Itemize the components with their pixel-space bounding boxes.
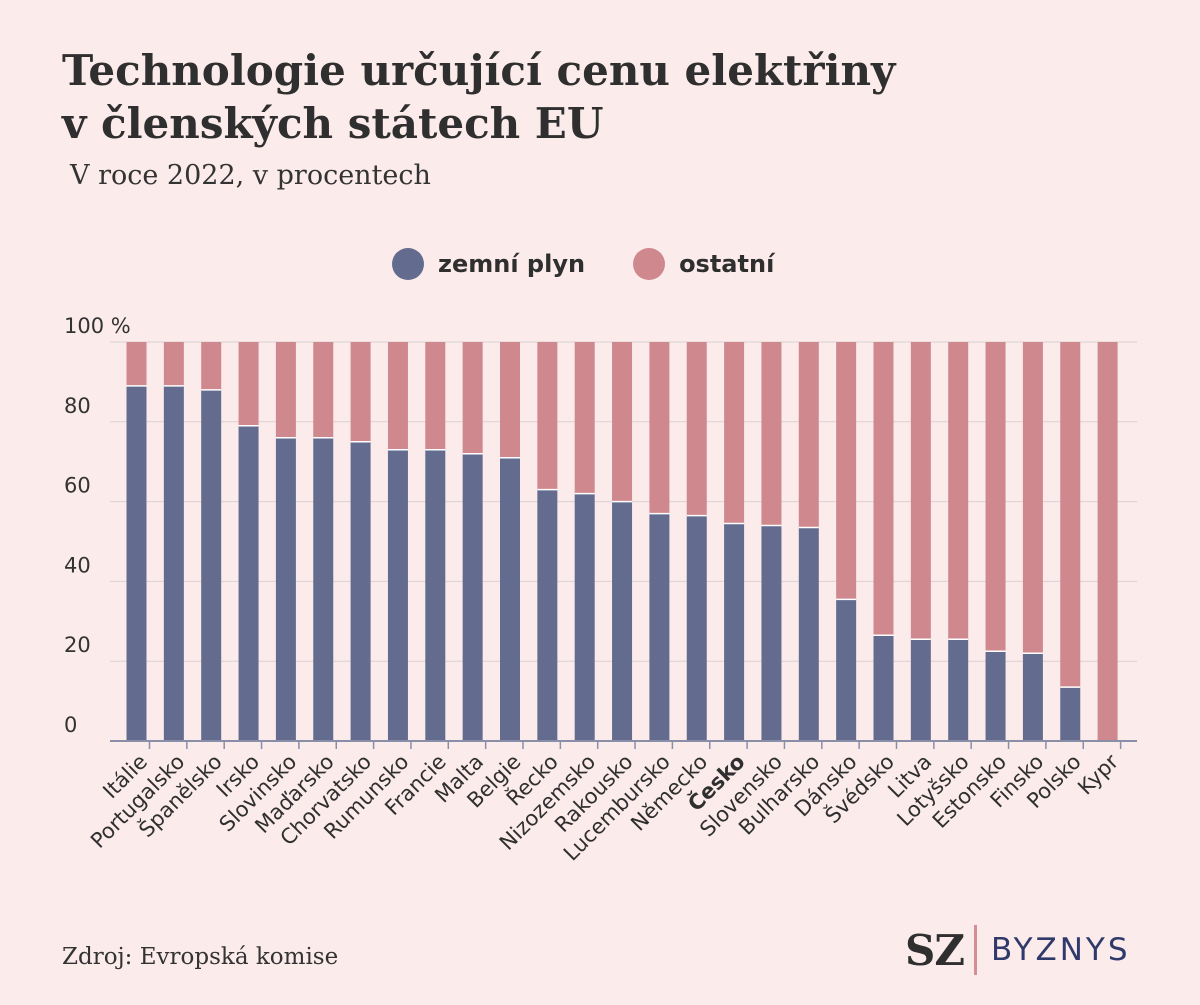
bar-zemni-plyn-4 [275, 437, 296, 741]
bar-ostatni-15 [686, 342, 707, 516]
x-tick-label: Kypr [1073, 749, 1123, 799]
bar-ostatni-26 [1097, 342, 1118, 741]
bar-ostatni-11 [537, 342, 558, 490]
legend-swatch-other [633, 248, 666, 280]
bar-ostatni-14 [649, 342, 670, 514]
bar-ostatni-3 [238, 342, 259, 426]
bar-zemni-plyn-17 [761, 525, 782, 741]
bar-ostatni-4 [275, 342, 296, 438]
bar-ostatni-24 [1022, 342, 1043, 654]
bar-ostatni-1 [163, 342, 184, 386]
bar-zemni-plyn-8 [425, 449, 446, 741]
bar-ostatni-12 [574, 342, 595, 494]
bar-ostatni-5 [313, 342, 334, 438]
bar-ostatni-0 [126, 342, 147, 386]
bar-zemni-plyn-24 [1022, 653, 1043, 741]
bar-ostatni-8 [425, 342, 446, 450]
legend-swatch-gas [392, 248, 424, 280]
bar-zemni-plyn-5 [313, 437, 334, 741]
legend-label-gas: zemní plyn [438, 250, 586, 278]
source-note: Zdroj: Evropská komise [62, 944, 339, 970]
bar-ostatni-23 [985, 342, 1006, 652]
y-tick-label: 60 [64, 474, 91, 498]
bar-zemni-plyn-14 [649, 513, 670, 741]
bar-ostatni-13 [612, 342, 633, 502]
y-tick-label: 0 [64, 713, 77, 737]
bar-ostatni-7 [387, 342, 408, 450]
bar-ostatni-19 [836, 342, 857, 600]
bar-ostatni-20 [873, 342, 894, 636]
bar-ostatni-25 [1060, 342, 1081, 688]
bar-ostatni-22 [948, 342, 969, 640]
chart-title: Technologie určující cenu elektřiny v čl… [62, 44, 1062, 150]
bar-zemni-plyn-13 [612, 501, 633, 741]
bar-zemni-plyn-25 [1060, 687, 1081, 741]
logo-divider [974, 925, 977, 975]
bar-ostatni-6 [350, 342, 371, 442]
chart-legend: zemní plyn ostatní [392, 248, 822, 280]
legend-label-other: ostatní [679, 250, 775, 278]
bar-zemni-plyn-18 [798, 527, 819, 741]
bar-zemni-plyn-2 [201, 389, 222, 741]
bar-zemni-plyn-16 [724, 523, 745, 741]
chart-subtitle: V roce 2022, v procentech [70, 160, 431, 191]
bar-zemni-plyn-0 [126, 385, 147, 741]
title-line-1: Technologie určující cenu elektřiny [62, 46, 896, 95]
bar-ostatni-9 [462, 342, 483, 454]
y-tick-label: 80 [64, 394, 91, 418]
bar-zemni-plyn-11 [537, 489, 558, 741]
bar-zemni-plyn-6 [350, 441, 371, 741]
bar-zemni-plyn-21 [910, 639, 931, 741]
title-line-2: v členských státech EU [62, 99, 604, 148]
logo-mark: SZ [905, 925, 965, 975]
bar-zemni-plyn-19 [836, 599, 857, 741]
brand-logo: SZ BYZNYS [905, 925, 1131, 975]
legend-item-gas: zemní plyn [392, 248, 585, 280]
y-tick-label: 20 [64, 633, 91, 657]
bar-ostatni-16 [724, 342, 745, 524]
y-tick-label: 100 % [64, 314, 131, 338]
legend-item-other: ostatní [633, 248, 774, 280]
bar-zemni-plyn-15 [686, 515, 707, 741]
bar-ostatni-10 [500, 342, 520, 458]
bar-zemni-plyn-22 [948, 639, 969, 741]
bar-zemni-plyn-9 [462, 453, 483, 741]
bar-zemni-plyn-1 [163, 385, 184, 741]
y-tick-label: 40 [64, 553, 91, 577]
bar-zemni-plyn-7 [387, 449, 408, 741]
bar-zemni-plyn-10 [500, 457, 520, 741]
bar-ostatni-2 [201, 342, 222, 390]
bar-ostatni-17 [761, 342, 782, 526]
bar-ostatni-18 [798, 342, 819, 528]
bar-ostatni-21 [910, 342, 931, 640]
bar-zemni-plyn-3 [238, 425, 259, 741]
bar-zemni-plyn-23 [985, 651, 1006, 741]
bar-zemni-plyn-20 [873, 635, 894, 741]
bar-zemni-plyn-12 [574, 493, 595, 741]
logo-name: BYZNYS [991, 932, 1131, 968]
